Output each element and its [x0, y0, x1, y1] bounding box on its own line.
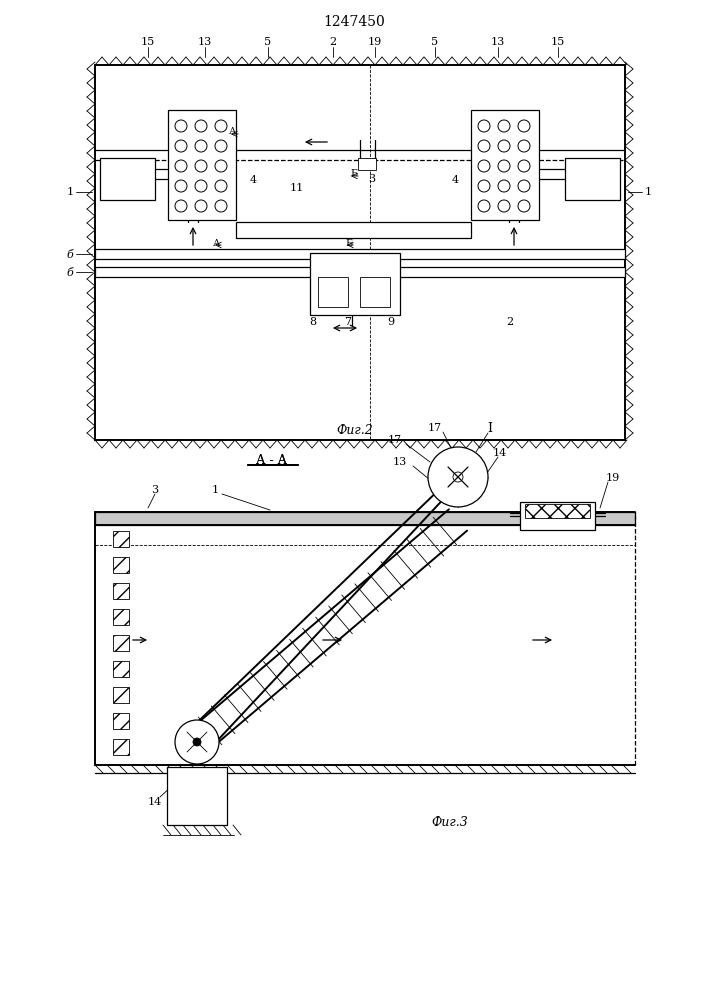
Circle shape — [175, 720, 219, 764]
Circle shape — [175, 120, 187, 132]
Bar — [520, 502, 595, 530]
Bar — [167, 767, 227, 825]
Circle shape — [215, 160, 227, 172]
Bar — [95, 267, 625, 277]
Text: 13: 13 — [198, 37, 212, 47]
Circle shape — [498, 140, 510, 152]
Text: 19: 19 — [606, 473, 620, 483]
Circle shape — [215, 140, 227, 152]
Bar — [95, 249, 625, 259]
Text: 14: 14 — [148, 797, 162, 807]
Bar — [168, 110, 236, 220]
Bar — [236, 222, 471, 238]
Bar — [318, 277, 348, 307]
Circle shape — [215, 120, 227, 132]
Bar — [358, 158, 376, 170]
Bar — [113, 583, 129, 599]
Text: 1247450: 1247450 — [323, 15, 385, 29]
Circle shape — [175, 200, 187, 212]
Text: 13: 13 — [393, 457, 407, 467]
Text: 17: 17 — [428, 423, 442, 433]
Text: 4: 4 — [452, 175, 459, 185]
Circle shape — [518, 120, 530, 132]
Circle shape — [518, 200, 530, 212]
Text: Фиг.2: Фиг.2 — [337, 424, 373, 436]
Circle shape — [195, 120, 207, 132]
Circle shape — [478, 140, 490, 152]
Circle shape — [478, 200, 490, 212]
Bar — [360, 277, 390, 307]
Text: 1: 1 — [645, 187, 652, 197]
Bar — [95, 65, 625, 440]
Circle shape — [193, 738, 201, 746]
Circle shape — [195, 180, 207, 192]
Text: 3: 3 — [368, 174, 375, 184]
Circle shape — [175, 160, 187, 172]
Text: 3: 3 — [151, 485, 158, 495]
Bar — [113, 739, 129, 755]
Bar — [310, 253, 400, 315]
Circle shape — [175, 180, 187, 192]
Circle shape — [478, 180, 490, 192]
Circle shape — [195, 200, 207, 212]
Text: Б: Б — [346, 238, 353, 247]
Circle shape — [498, 200, 510, 212]
Text: А: А — [214, 238, 221, 247]
Bar — [113, 713, 129, 729]
Text: 2: 2 — [506, 317, 513, 327]
Circle shape — [195, 160, 207, 172]
Circle shape — [518, 180, 530, 192]
Text: 4: 4 — [250, 175, 257, 185]
Text: А - А: А - А — [257, 454, 288, 466]
Bar — [95, 512, 635, 525]
Text: 1: 1 — [66, 187, 74, 197]
Bar — [113, 661, 129, 677]
Circle shape — [453, 472, 463, 482]
Bar — [113, 687, 129, 703]
Text: 14: 14 — [493, 448, 507, 458]
Circle shape — [428, 447, 488, 507]
Text: А: А — [229, 127, 237, 136]
Bar — [565, 158, 620, 200]
Circle shape — [498, 160, 510, 172]
Text: А - А: А - А — [257, 454, 288, 466]
Text: 9: 9 — [387, 317, 395, 327]
Circle shape — [175, 140, 187, 152]
Circle shape — [215, 180, 227, 192]
Circle shape — [478, 160, 490, 172]
Bar — [95, 512, 635, 525]
Text: 7: 7 — [344, 317, 351, 327]
Text: 15: 15 — [141, 37, 155, 47]
Text: Фиг.3: Фиг.3 — [432, 816, 468, 828]
Text: 5: 5 — [264, 37, 271, 47]
Text: Б: Б — [351, 169, 358, 178]
Text: б: б — [66, 268, 74, 278]
Text: 11: 11 — [290, 183, 304, 193]
Text: 19: 19 — [368, 37, 382, 47]
Bar — [113, 557, 129, 573]
Text: 15: 15 — [551, 37, 565, 47]
Text: I: I — [488, 422, 493, 434]
Text: 5: 5 — [431, 37, 438, 47]
Bar — [100, 158, 155, 200]
Text: 17: 17 — [388, 435, 402, 445]
Circle shape — [478, 120, 490, 132]
Circle shape — [215, 200, 227, 212]
Bar — [113, 635, 129, 651]
Text: б: б — [66, 250, 74, 260]
Circle shape — [518, 140, 530, 152]
Circle shape — [195, 140, 207, 152]
Text: 2: 2 — [329, 37, 337, 47]
Bar — [525, 504, 590, 518]
Circle shape — [498, 120, 510, 132]
Bar — [113, 609, 129, 625]
Text: 8: 8 — [310, 317, 317, 327]
Bar — [471, 110, 539, 220]
Circle shape — [498, 180, 510, 192]
Bar — [113, 531, 129, 547]
Text: 13: 13 — [491, 37, 505, 47]
Circle shape — [518, 160, 530, 172]
Text: 1: 1 — [211, 485, 218, 495]
